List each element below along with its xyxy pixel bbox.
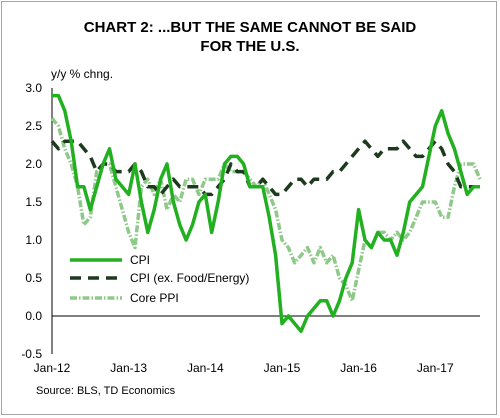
x-tick-label: Jan-13 xyxy=(110,361,147,375)
y-tick-label: 3.0 xyxy=(25,81,42,95)
source-note: Source: BLS, TD Economics xyxy=(36,385,176,397)
y-axis-ticks: 3.0 2.5 2.0 1.5 1.0 0.5 0.0 -0.5 xyxy=(21,81,42,361)
series-line-cpi xyxy=(52,93,480,333)
x-tick-label: Jan-17 xyxy=(417,361,454,375)
series-line-core-ppi xyxy=(50,117,482,303)
x-tick-label: Jan-15 xyxy=(264,361,301,375)
axes xyxy=(51,88,480,354)
y-tick-label: 2.0 xyxy=(25,157,42,171)
legend-label-cpi: CPI xyxy=(130,253,150,267)
x-axis-ticks: Jan-12 Jan-13 Jan-14 Jan-15 Jan-16 Jan-17 xyxy=(34,361,454,375)
chart-title-line-2: FOR THE U.S. xyxy=(200,38,299,55)
legend: CPI CPI (ex. Food/Energy) Core PPI xyxy=(70,253,249,305)
legend-label-core-ppi: Core PPI xyxy=(130,291,179,305)
chart-title-line-1: CHART 2: ...BUT THE SAME CANNOT BE SAID xyxy=(84,19,417,36)
y-axis-label: y/y % chng. xyxy=(51,67,113,81)
y-tick-label: 0.5 xyxy=(25,271,42,285)
y-tick-label: 0.0 xyxy=(25,309,42,323)
y-tick-label: 2.5 xyxy=(25,119,42,133)
y-tick-label: 1.5 xyxy=(25,195,42,209)
series-line-cpi-ex-food-energy xyxy=(50,139,480,197)
y-tick-label: 1.0 xyxy=(25,233,42,247)
x-tick-label: Jan-12 xyxy=(34,361,71,375)
x-tick-label: Jan-16 xyxy=(340,361,377,375)
legend-label-cpi-core: CPI (ex. Food/Energy) xyxy=(130,271,249,285)
series-lines xyxy=(50,93,482,333)
y-tick-label: -0.5 xyxy=(21,347,42,361)
x-tick-label: Jan-14 xyxy=(187,361,224,375)
